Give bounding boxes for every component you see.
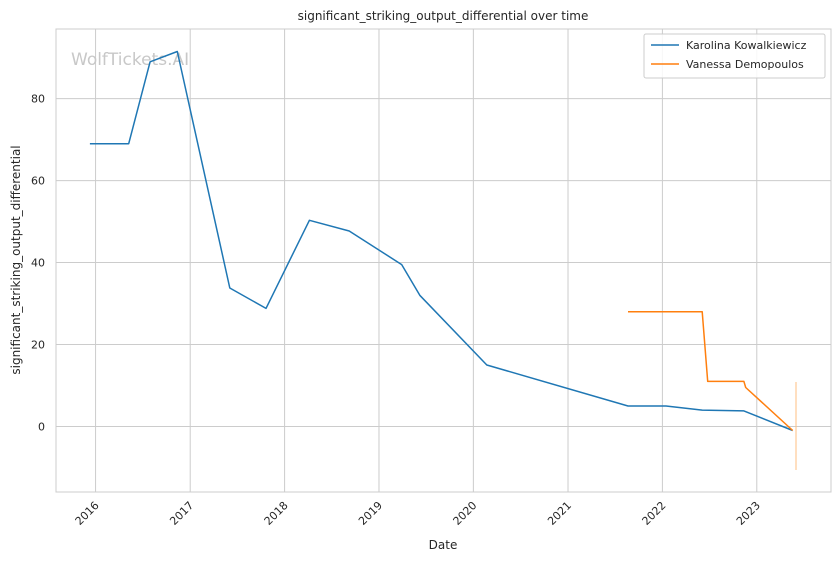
x-tick-label: 2019	[356, 499, 385, 528]
chart-title: significant_striking_output_differential…	[298, 9, 589, 23]
y-axis-label: significant_striking_output_differential	[9, 145, 23, 374]
legend: Karolina Kowalkiewicz Vanessa Demopoulos	[643, 33, 826, 79]
y-tick-label: 0	[38, 420, 45, 433]
plot-frame	[55, 28, 832, 493]
series-line-2	[628, 310, 794, 432]
y-tick-labels: 0 20 40 60 80	[31, 93, 45, 434]
x-axis-label: Date	[429, 538, 458, 552]
legend-box	[643, 33, 826, 79]
x-tick-label: 2022	[640, 499, 669, 528]
x-tick-label: 2021	[545, 499, 574, 528]
y-tick-label: 20	[31, 338, 45, 351]
x-tick-label: 2020	[450, 499, 479, 528]
watermark: WolfTickets.AI	[71, 50, 189, 70]
y-tick-label: 60	[31, 175, 45, 188]
x-tick-label: 2016	[73, 499, 102, 528]
x-tick-labels: 2016 2017 2018 2019 2020 2021 2022 2023	[73, 499, 763, 528]
plot-grid	[56, 29, 831, 492]
y-tick-label: 40	[31, 257, 45, 270]
x-tick-label: 2018	[262, 499, 291, 528]
series-line-1	[89, 50, 793, 432]
y-tick-label: 80	[31, 93, 45, 106]
x-tick-label: 2023	[734, 499, 763, 528]
legend-label-1: Karolina Kowalkiewicz	[686, 39, 807, 52]
legend-label-2: Vanessa Demopoulos	[686, 58, 804, 71]
x-tick-label: 2017	[167, 499, 196, 528]
series-layer	[89, 50, 794, 432]
